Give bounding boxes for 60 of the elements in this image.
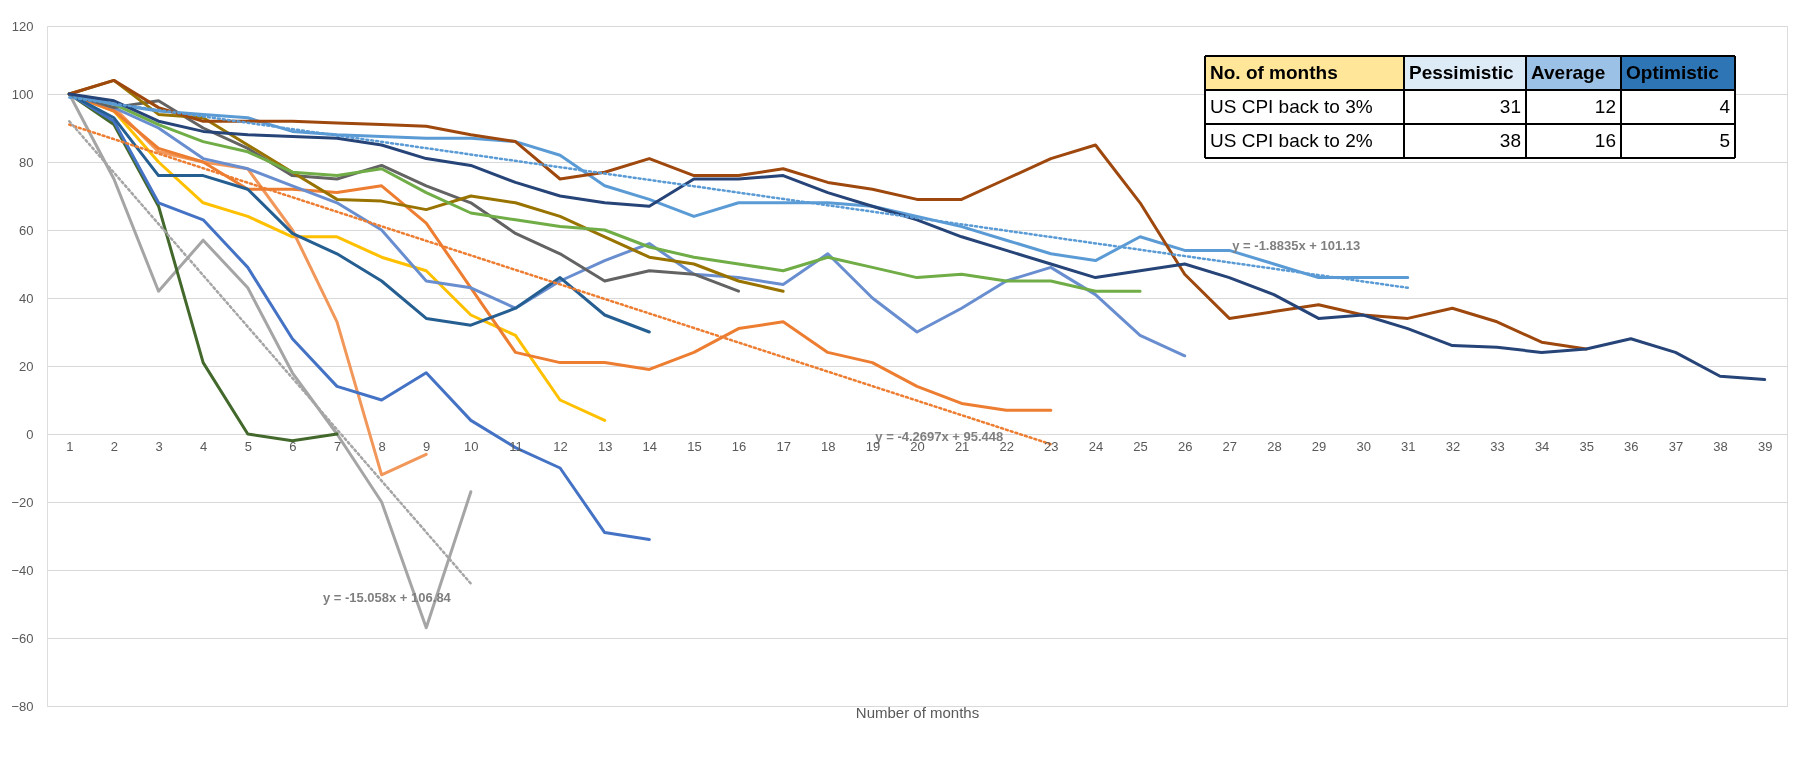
y-tick-label: 100 [11,86,34,102]
annotation: Pessimistic [1409,62,1514,83]
x-axis-title: Number of months [855,703,980,721]
x-tick-label: 39 [1757,438,1773,454]
x-tick-label: 37 [1668,438,1684,454]
y-tick-label: −20 [11,494,34,510]
y-tick-label: −60 [11,630,34,646]
x-tick-label: 33 [1490,438,1505,454]
annotation: 38 [1499,130,1521,151]
x-tick-label: 30 [1356,438,1371,454]
x-tick-label: 29 [1311,438,1327,454]
x-tick-label: 3 [155,438,163,454]
x-tick-label: 2 [110,438,119,454]
y-tick-label: 0 [26,426,34,442]
x-tick-label: 5 [244,438,252,454]
y-tick-label: 120 [11,18,34,34]
annotation: 16 [1594,130,1616,151]
x-tick-label: 15 [687,438,702,454]
x-tick-label: 6 [289,438,297,454]
x-tick-label: 24 [1088,438,1104,454]
x-tick-label: 13 [597,438,613,454]
annotation: Average [1531,62,1606,83]
y-tick-label: 80 [19,154,34,170]
x-tick-label: 32 [1445,438,1461,454]
x-tick-label: 1 [66,438,74,454]
y-tick-label: 20 [19,358,34,374]
annotation: No. of months [1210,62,1338,83]
annotation: US CPI back to 3% [1210,96,1373,117]
line-series [67,92,1767,382]
x-tick-label: 31 [1401,438,1416,454]
x-tick-label: 34 [1534,438,1550,454]
annotation: 31 [1499,96,1521,117]
x-tick-label: 17 [776,438,791,454]
y-tick-label: −80 [11,698,34,714]
x-tick-label: 8 [378,438,386,454]
x-tick-label: 12 [553,438,568,454]
x-tick-label: 7 [333,438,342,454]
annotation: US CPI back to 2% [1210,130,1373,151]
x-tick-label: 28 [1267,438,1282,454]
x-tick-label: 23 [1044,438,1059,454]
x-tick-label: 9 [423,438,431,454]
x-tick-label: 26 [1177,438,1193,454]
annotation: 4 [1719,96,1731,117]
x-tick-label: 35 [1579,438,1594,454]
x-tick-label: 38 [1713,438,1728,454]
annotation: 12 [1594,96,1616,117]
x-tick-label: 10 [464,438,479,454]
x-tick-label: 4 [200,438,208,454]
x-tick-label: 16 [731,438,747,454]
x-tick-label: 27 [1222,438,1238,454]
annotation: Optimistic [1626,62,1720,83]
x-tick-label: 36 [1624,438,1639,454]
x-tick-label: 18 [821,438,836,454]
annotation: y = -1.8835x + 101.13 [1232,238,1361,254]
x-tick-label: 25 [1133,438,1148,454]
y-tick-label: 40 [19,290,34,306]
annotation: 5 [1719,130,1730,151]
x-tick-label: 14 [642,438,658,454]
y-tick-label: −40 [11,562,34,578]
y-tick-label: 60 [19,222,34,238]
